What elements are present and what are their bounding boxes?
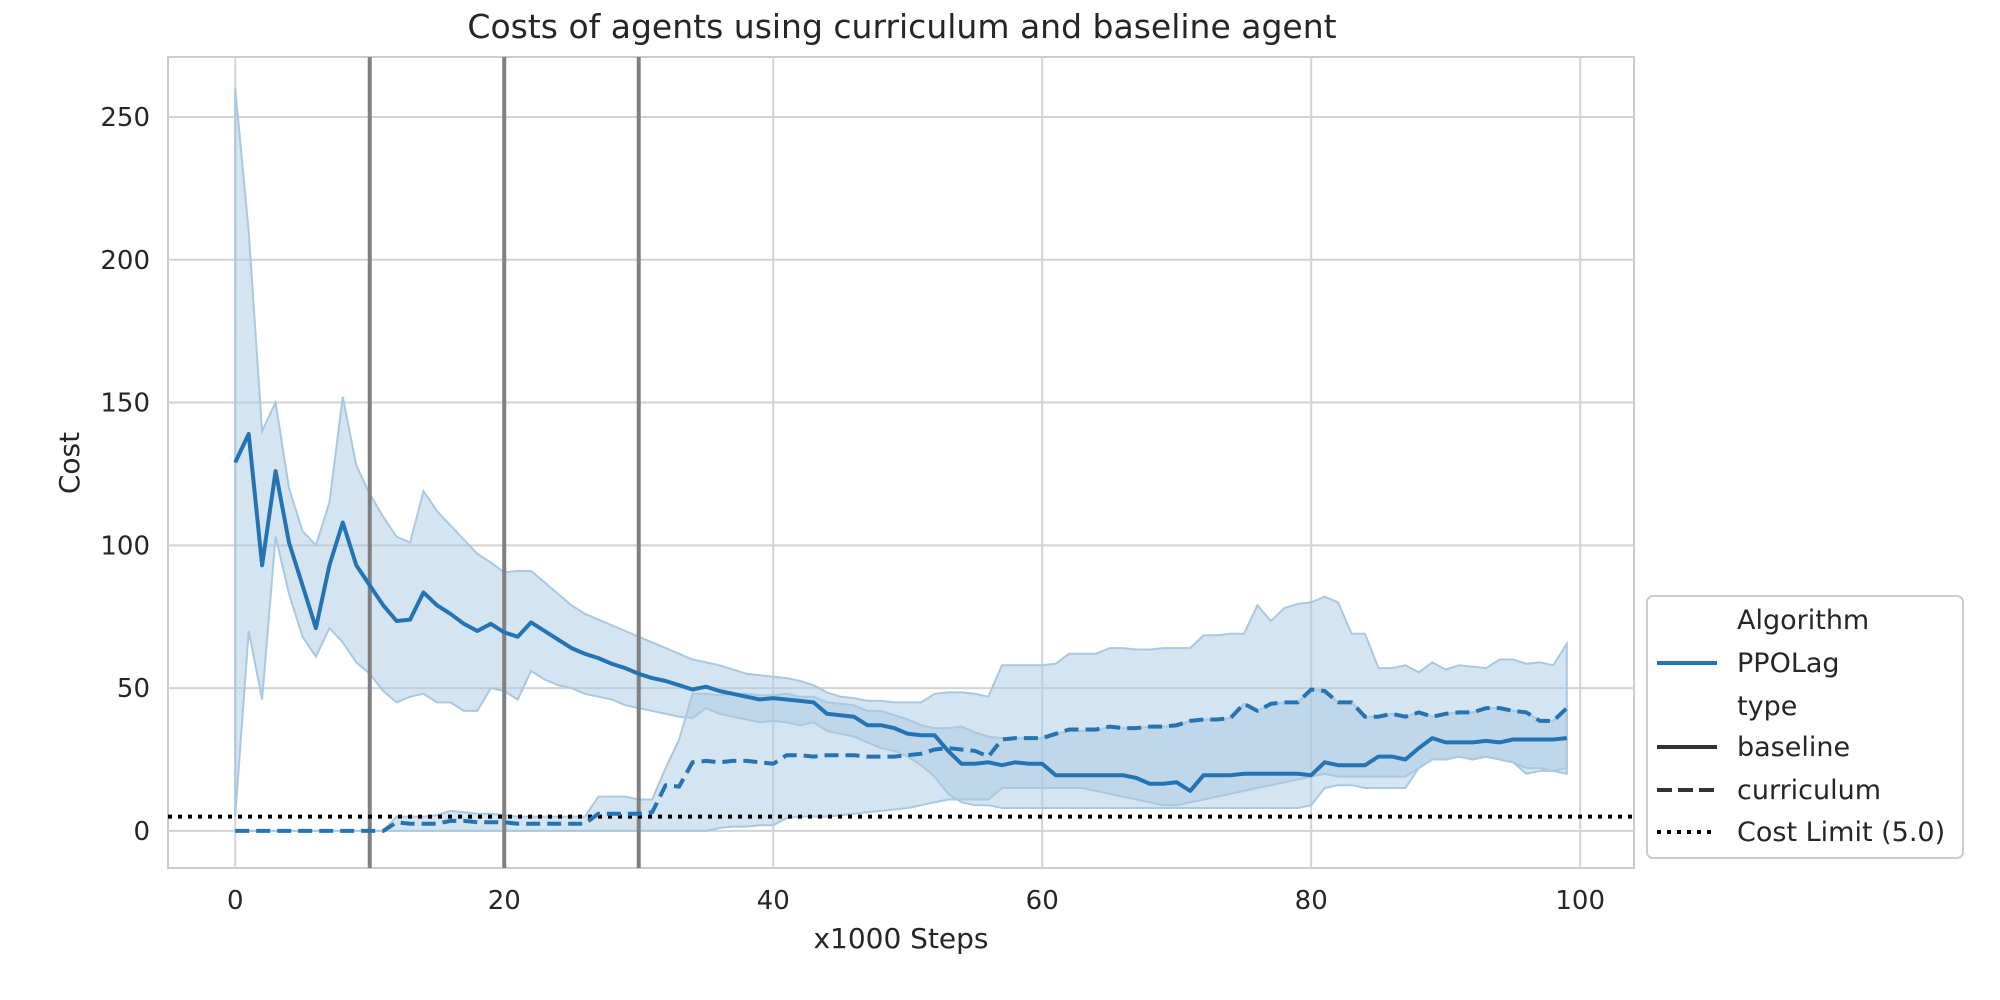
x-tick-label: 0 [227, 886, 244, 916]
y-tick-label: 200 [100, 246, 150, 276]
legend-baseline-label: baseline [1737, 732, 1850, 763]
x-tick-label: 60 [1026, 886, 1059, 916]
legend-cost-limit-label: Cost Limit (5.0) [1737, 817, 1945, 848]
legend-type-header: type [1737, 691, 1797, 722]
x-tick-label: 40 [757, 886, 790, 916]
y-tick-label: 0 [133, 817, 150, 847]
x-tick-label: 80 [1295, 886, 1328, 916]
y-axis-label: Cost [53, 432, 86, 494]
x-tick-label: 100 [1555, 886, 1605, 916]
legend: Algorithm PPOLag type baseline curriculu… [1646, 595, 1964, 859]
confidence-bands [234, 88, 1568, 832]
stage-lines [367, 57, 641, 868]
series-line-curriculum [235, 687, 1569, 833]
plot-area [167, 56, 1635, 869]
legend-ppolag-label: PPOLag [1737, 648, 1840, 679]
legend-algorithm-header: Algorithm [1737, 605, 1869, 636]
x-tick-label: 20 [488, 886, 521, 916]
confidence-band-baseline [234, 88, 1568, 817]
y-tick-labels: 0 50 100 150 200 250 [100, 103, 150, 847]
chart-title: Costs of agents using curriculum and bas… [467, 7, 1336, 46]
y-tick-label: 100 [100, 531, 150, 561]
y-tick-label: 50 [117, 674, 150, 704]
series-line-baseline [233, 431, 1568, 793]
legend-frame [1646, 595, 1964, 859]
y-tick-label: 150 [100, 389, 150, 419]
x-axis-label: x1000 Steps [813, 922, 988, 955]
series-lines [233, 431, 1569, 833]
legend-curriculum-label: curriculum [1737, 775, 1881, 806]
x-tick-labels: 0 20 40 60 80 100 [227, 886, 1605, 916]
y-tick-label: 250 [100, 103, 150, 133]
